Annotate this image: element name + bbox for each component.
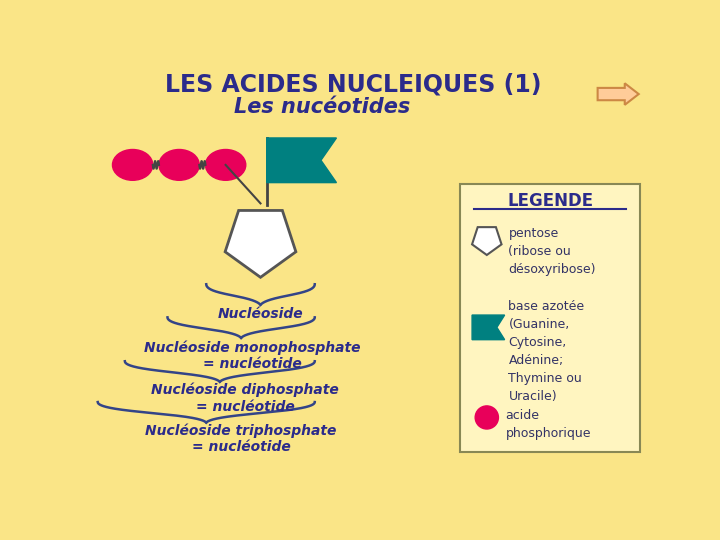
Circle shape xyxy=(475,406,498,429)
Text: Nucléoside: Nucléoside xyxy=(217,307,303,321)
Polygon shape xyxy=(472,315,505,340)
Polygon shape xyxy=(266,138,336,183)
Ellipse shape xyxy=(112,150,153,180)
Ellipse shape xyxy=(159,150,199,180)
Text: Nucléoside triphosphate
= nucléotide: Nucléoside triphosphate = nucléotide xyxy=(145,423,337,454)
Text: acide
phosphorique: acide phosphorique xyxy=(505,409,591,440)
Text: base azotée
(Guanine,
Cytosine,
Adénine;
Thymine ou
Uracile): base azotée (Guanine, Cytosine, Adénine;… xyxy=(508,300,585,403)
Polygon shape xyxy=(472,227,502,255)
Text: pentose
(ribose ou
désoxyribose): pentose (ribose ou désoxyribose) xyxy=(508,226,596,275)
Text: Nucléoside diphosphate
= nucléotide: Nucléoside diphosphate = nucléotide xyxy=(151,383,339,414)
Polygon shape xyxy=(225,211,296,278)
FancyBboxPatch shape xyxy=(461,184,640,452)
Polygon shape xyxy=(598,83,639,105)
Text: Les nucéotides: Les nucéotides xyxy=(235,97,410,117)
Text: LES ACIDES NUCLEIQUES (1): LES ACIDES NUCLEIQUES (1) xyxy=(166,72,541,96)
Ellipse shape xyxy=(205,150,246,180)
Text: LEGENDE: LEGENDE xyxy=(508,192,593,210)
Text: Nucléoside monophosphate
= nucléotide: Nucléoside monophosphate = nucléotide xyxy=(145,340,361,371)
